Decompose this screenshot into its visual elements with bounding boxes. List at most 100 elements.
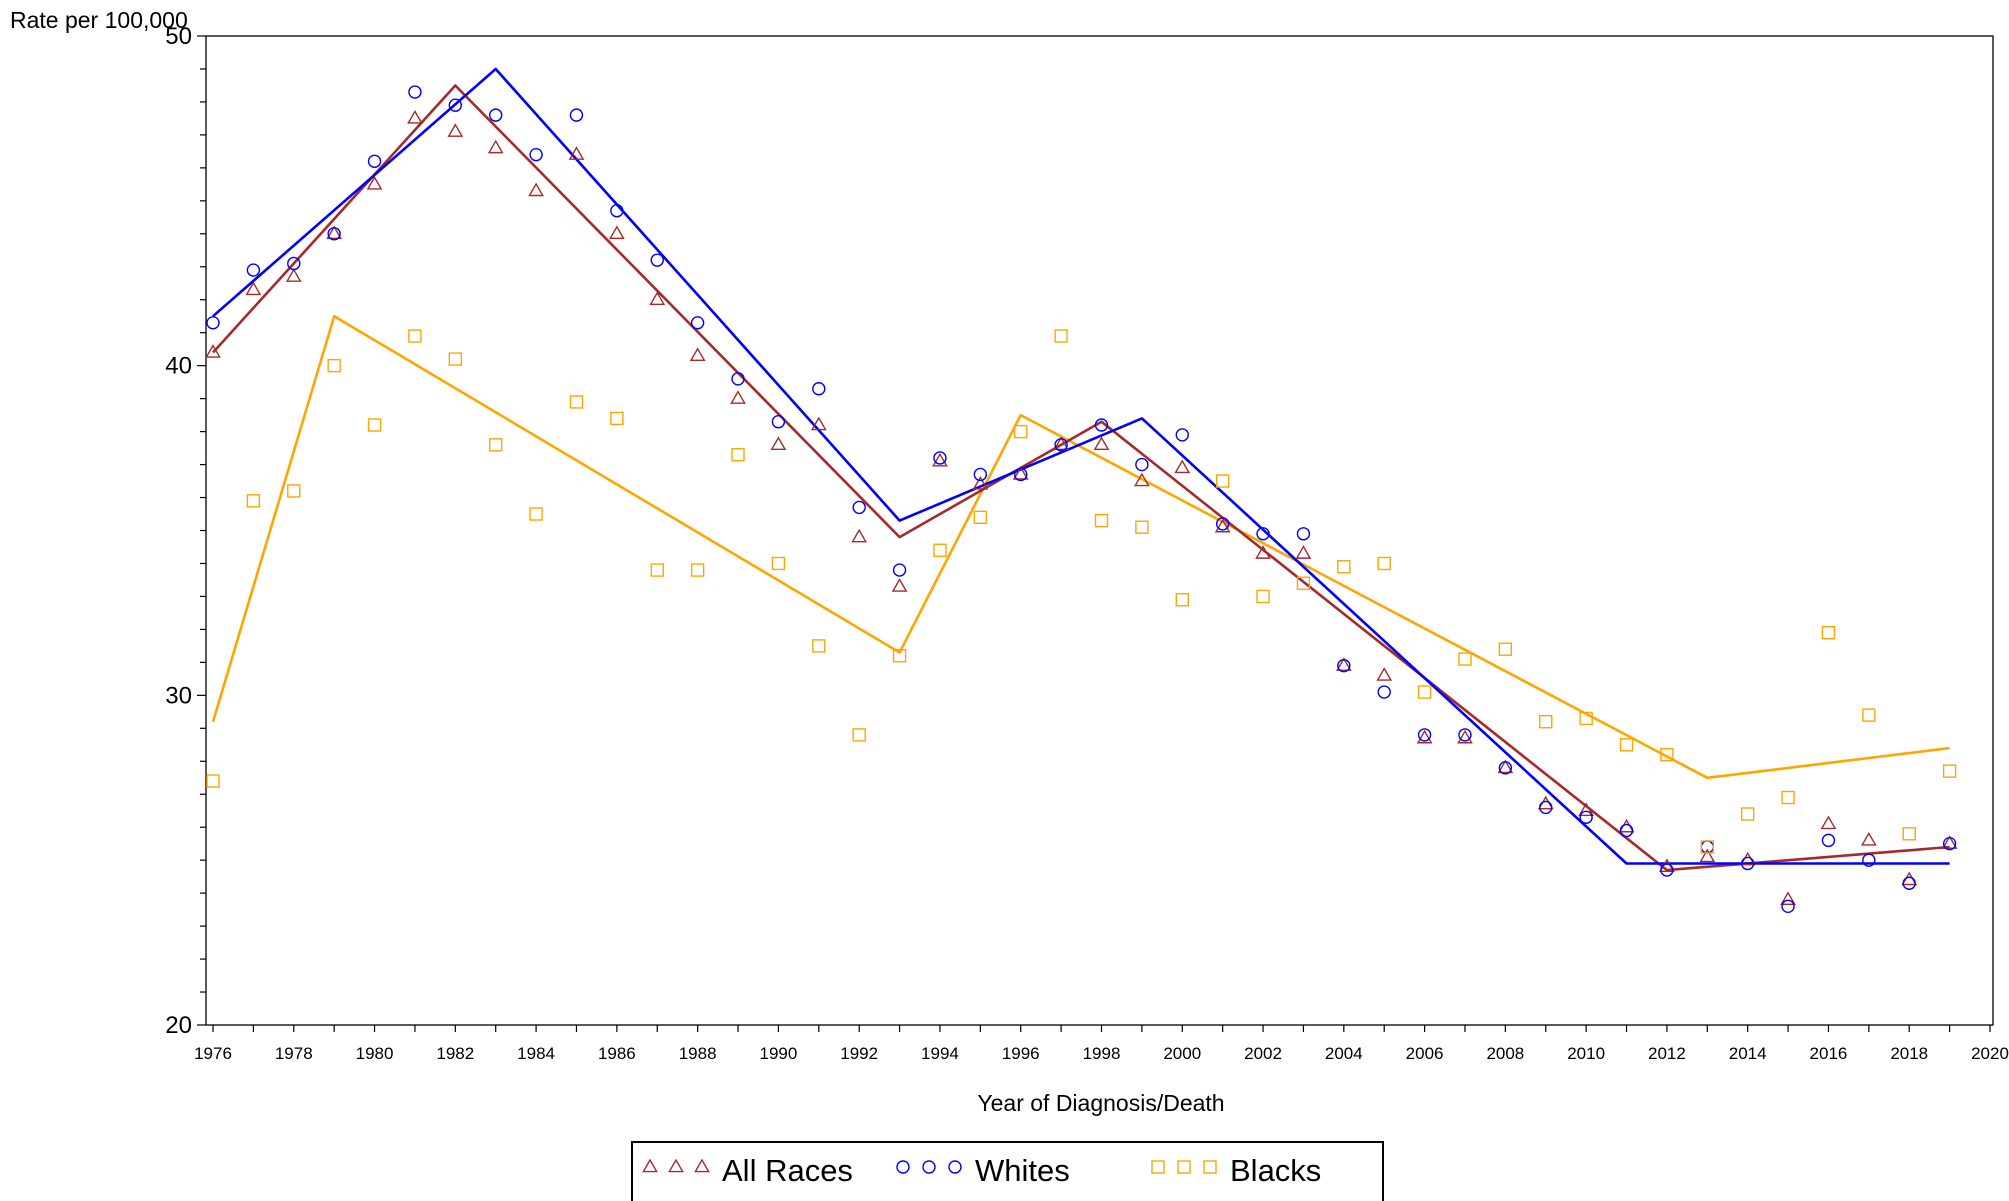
point-all-races <box>1295 545 1312 559</box>
point-whites <box>690 316 705 330</box>
point-all-races <box>1134 472 1150 487</box>
point-blacks <box>610 411 624 426</box>
x-tick-label: 1976 <box>194 1044 232 1063</box>
point-all-races <box>245 281 262 296</box>
point-whites <box>1337 658 1351 673</box>
point-whites <box>1498 761 1513 775</box>
point-all-races <box>1860 831 1877 846</box>
point-whites <box>1256 527 1270 541</box>
point-blacks <box>408 329 422 343</box>
x-tick-label: 1992 <box>840 1044 878 1063</box>
trend-line-whites <box>212 67 1950 865</box>
point-all-races <box>1497 759 1514 774</box>
point-all-races <box>1780 891 1796 905</box>
legend-label-blacks: Blacks <box>1230 1153 1321 1188</box>
legend-item-blacks: Blacks <box>1151 1153 1321 1188</box>
x-tick-label: 1980 <box>356 1044 394 1063</box>
point-all-races <box>689 347 706 362</box>
point-all-races <box>568 146 585 160</box>
point-whites <box>1942 836 1957 851</box>
point-all-races <box>487 139 504 154</box>
legend-marker-all-races <box>694 1158 710 1173</box>
point-whites <box>1417 728 1432 742</box>
point-blacks <box>1821 625 1836 640</box>
point-whites <box>1054 438 1068 452</box>
point-whites <box>489 108 503 122</box>
point-blacks <box>1700 840 1714 854</box>
point-whites <box>1377 685 1391 699</box>
point-all-races <box>326 225 343 240</box>
point-all-races <box>1376 667 1393 681</box>
point-blacks <box>1256 589 1270 604</box>
y-tick-label: 50 <box>165 23 192 50</box>
x-tick-label: 2004 <box>1325 1044 1363 1063</box>
point-whites <box>327 227 341 241</box>
point-blacks <box>812 639 826 653</box>
y-tick-label: 30 <box>165 682 192 709</box>
x-tick-label: 1982 <box>436 1044 474 1063</box>
point-blacks <box>1296 576 1311 590</box>
point-whites <box>610 204 624 218</box>
point-whites <box>448 98 463 112</box>
point-blacks <box>1902 827 1916 841</box>
point-all-races <box>1578 802 1594 816</box>
point-blacks <box>1377 556 1391 571</box>
point-all-races <box>1053 436 1069 451</box>
trend-lines <box>211 67 1950 872</box>
point-all-races <box>1699 848 1716 863</box>
point-blacks <box>489 438 503 452</box>
point-all-races <box>1335 657 1352 671</box>
legend-marker-all-races <box>642 1158 658 1173</box>
point-blacks <box>327 358 341 373</box>
point-all-races <box>891 578 908 592</box>
point-blacks <box>367 418 382 432</box>
point-all-races <box>1093 436 1110 451</box>
point-blacks <box>1942 764 1957 778</box>
point-all-races <box>932 452 948 467</box>
point-whites <box>892 563 907 577</box>
point-blacks <box>1054 329 1068 343</box>
point-all-races <box>1012 466 1029 480</box>
point-whites <box>367 154 382 168</box>
point-whites <box>852 500 866 515</box>
point-all-races <box>447 123 464 137</box>
point-whites <box>246 263 261 277</box>
point-whites <box>1781 899 1795 914</box>
x-tick-label: 1986 <box>598 1044 636 1063</box>
point-blacks <box>1337 560 1351 574</box>
point-blacks <box>206 774 220 788</box>
point-whites <box>1458 728 1472 742</box>
point-blacks <box>1579 711 1593 726</box>
point-blacks <box>1498 642 1513 656</box>
legend-marker-whites <box>896 1160 910 1174</box>
point-blacks <box>731 447 745 462</box>
point-whites <box>812 382 826 396</box>
legend-marker-whites <box>922 1160 936 1174</box>
data-points <box>205 85 1958 914</box>
point-whites <box>1014 467 1028 482</box>
point-whites <box>529 147 543 162</box>
point-whites <box>569 108 584 122</box>
point-all-races <box>528 182 544 197</box>
legend-marker-all-races <box>668 1158 684 1173</box>
point-blacks <box>1660 747 1674 762</box>
point-whites <box>1539 800 1553 815</box>
point-whites <box>408 85 422 99</box>
point-whites <box>1619 823 1634 838</box>
plot-frame <box>205 35 1994 1026</box>
point-all-races <box>609 225 625 240</box>
point-whites <box>1215 517 1230 531</box>
point-whites <box>1135 457 1149 472</box>
point-blacks <box>1215 474 1230 488</box>
x-tick-label: 1994 <box>921 1044 959 1063</box>
point-whites <box>933 451 947 465</box>
legend-item-whites: Whites <box>896 1153 1070 1188</box>
point-all-races <box>407 110 423 124</box>
point-all-races <box>1941 835 1958 849</box>
x-tick-label: 2000 <box>1163 1044 1201 1063</box>
point-blacks <box>1862 708 1876 722</box>
point-blacks <box>1781 790 1795 805</box>
point-all-races <box>366 175 383 190</box>
x-tick-label: 1978 <box>275 1044 313 1063</box>
